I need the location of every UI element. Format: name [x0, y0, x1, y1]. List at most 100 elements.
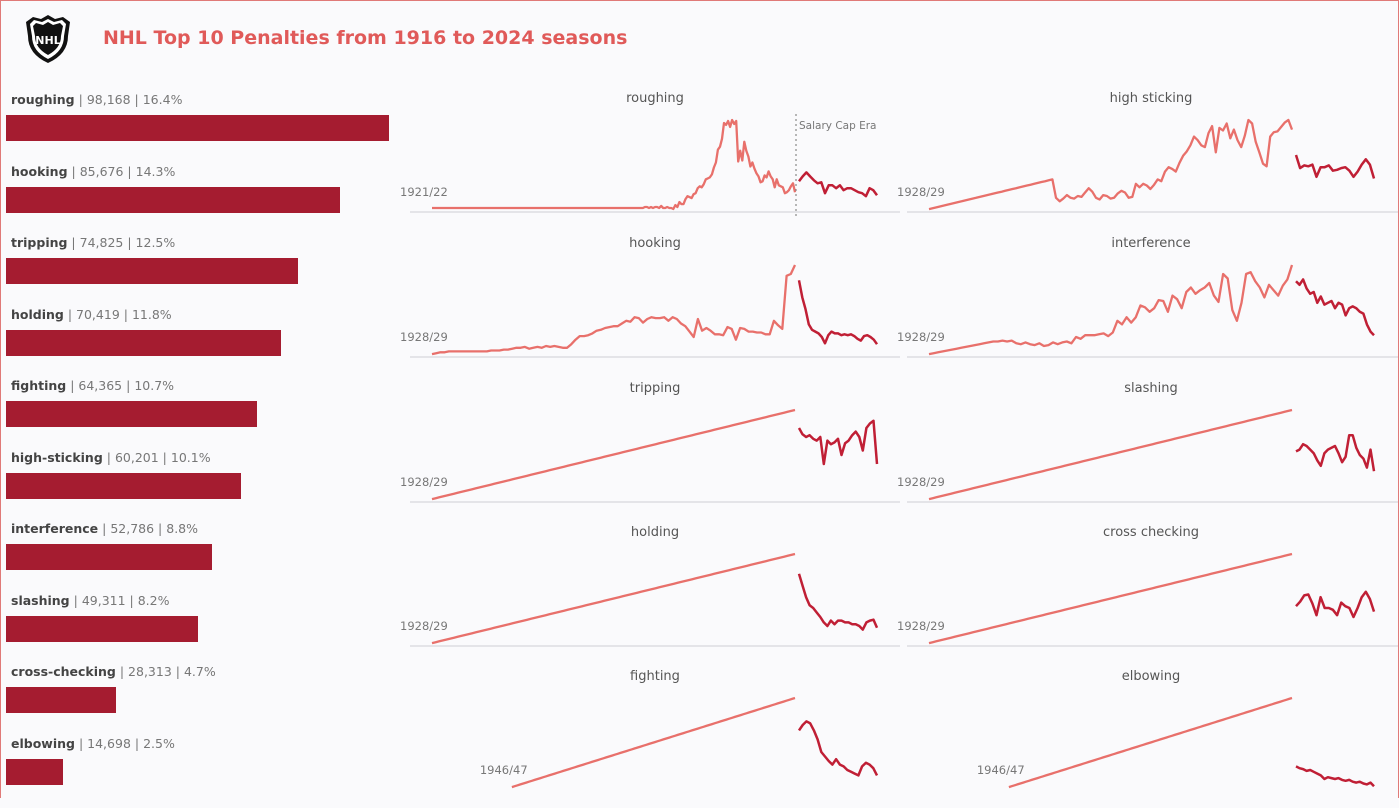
bar-row: interference | 52,786 | 8.8%	[0, 521, 400, 593]
bar-label: interference | 52,786 | 8.8%	[11, 521, 198, 536]
bar-category-label: slashing	[11, 592, 70, 608]
bar-label: cross-checking | 28,313 | 4.7%	[11, 664, 216, 679]
bar-value-label: 28,313	[128, 664, 172, 679]
bar-percent-separator: |	[171, 664, 184, 679]
bar-row: high-sticking | 60,201 | 10.1%	[0, 450, 400, 522]
pre-cap-series-line	[928, 552, 1293, 645]
salary-cap-series-line	[797, 419, 879, 466]
bar-row: slashing | 49,311 | 8.2%	[0, 593, 400, 665]
pre-cap-series-line	[511, 696, 796, 789]
salary-cap-annotation: Salary Cap Era	[799, 120, 876, 132]
bar-value-separator: |	[63, 306, 77, 322]
bar-percent-label: 10.7%	[134, 378, 175, 393]
bar-value-label: 60,201	[114, 449, 159, 465]
nhl-shield-logo: NHL	[26, 15, 70, 63]
bar-percent-separator: |	[130, 735, 144, 751]
panel-title: tripping	[630, 381, 681, 396]
bar-label: holding | 70,419 | 11.8%	[11, 307, 172, 322]
bar	[6, 115, 389, 141]
bar-category-label: fighting	[11, 378, 67, 393]
bar-percent-label: 2.5%	[143, 735, 175, 751]
panel-title: high sticking	[1110, 91, 1193, 106]
bar-value-separator: |	[98, 521, 111, 536]
panel-title: elbowing	[1122, 669, 1181, 684]
bar	[6, 544, 212, 570]
panel-start-label: 1928/29	[897, 330, 945, 344]
bar	[6, 687, 117, 713]
pre-cap-series-line	[928, 264, 1294, 356]
panel-title: holding	[631, 525, 679, 540]
bar-percent-label: 14.3%	[135, 163, 176, 179]
bar-percent-separator: |	[158, 449, 171, 465]
bar-category-label: interference	[11, 521, 99, 536]
bar-row: cross-checking | 28,313 | 4.7%	[0, 664, 400, 736]
bar	[6, 258, 298, 284]
bar-category-label: tripping	[11, 235, 68, 250]
panel-start-label: 1928/29	[400, 619, 448, 633]
bar-percent-label: 16.4%	[142, 92, 183, 107]
bar-value-separator: |	[69, 592, 82, 608]
bar-value-separator: |	[67, 163, 80, 179]
panel-title: interference	[1111, 236, 1190, 251]
pre-cap-series-line	[431, 264, 797, 356]
bar-value-separator: |	[66, 378, 79, 393]
bar-row: tripping | 74,825 | 12.5%	[0, 235, 400, 307]
bar-percent-label: 4.7%	[183, 664, 216, 679]
panel-title: hooking	[629, 236, 681, 251]
bar-label: high-sticking | 60,201 | 10.1%	[11, 450, 211, 465]
pre-cap-series-line	[928, 118, 1294, 211]
salary-cap-series-line	[797, 280, 879, 345]
bar-percent-label: 8.8%	[166, 521, 199, 536]
salary-cap-series-line	[1295, 765, 1375, 788]
panel-start-label: 1928/29	[897, 619, 945, 633]
bar-percent-label: 11.8%	[131, 306, 172, 322]
panel-title: fighting	[630, 669, 680, 684]
bar-percent-separator: |	[119, 306, 132, 322]
pre-cap-series-line	[928, 408, 1293, 501]
bar-label: slashing | 49,311 | 8.2%	[11, 593, 170, 608]
bar-value-label: 14,698	[87, 735, 131, 751]
bar	[6, 401, 258, 427]
bar-percent-separator: |	[123, 235, 136, 250]
salary-cap-series-line	[1295, 278, 1375, 337]
bar-row: holding | 70,419 | 11.8%	[0, 307, 400, 379]
bar-value-separator: |	[67, 235, 80, 250]
bar	[6, 186, 341, 213]
bar-percent-label: 12.5%	[135, 235, 176, 250]
bar-category-label: high-sticking	[11, 449, 103, 465]
panel-start-label: 1928/29	[897, 185, 945, 199]
bar-value-label: 49,311	[81, 592, 126, 608]
pre-cap-series-line	[432, 118, 797, 211]
salary-cap-series-line	[797, 573, 879, 631]
bar-category-label: roughing	[11, 92, 75, 107]
pre-cap-series-line	[431, 552, 796, 645]
bar-value-label: 64,365	[78, 378, 123, 393]
panel-start-label: 1928/29	[400, 475, 448, 489]
bar-category-label: holding	[11, 306, 64, 322]
bar-percent-separator: |	[122, 378, 135, 393]
salary-cap-series-line	[1294, 154, 1376, 179]
bar-row: fighting | 64,365 | 10.7%	[0, 378, 400, 450]
panel-start-label: 1928/29	[897, 475, 945, 489]
bar-percent-label: 8.2%	[137, 592, 170, 608]
bar-category-label: hooking	[11, 163, 68, 179]
salary-cap-series-line	[1295, 590, 1376, 619]
pre-cap-series-line	[1008, 696, 1293, 789]
bar-label: roughing | 98,168 | 16.4%	[11, 92, 182, 107]
bar	[6, 472, 241, 499]
panel-start-label: 1928/29	[400, 330, 448, 344]
panel-title: roughing	[626, 91, 684, 106]
bar-category-label: elbowing	[11, 735, 75, 751]
bar-label: fighting | 64,365 | 10.7%	[11, 378, 174, 393]
bar	[6, 329, 281, 356]
bar-value-separator: |	[102, 449, 115, 465]
bar-percent-separator: |	[130, 92, 143, 107]
bar-percent-separator: |	[123, 163, 136, 179]
pre-cap-series-line	[431, 408, 796, 501]
panel-start-label: 1921/22	[400, 185, 448, 199]
bar-label: hooking | 85,676 | 14.3%	[11, 164, 175, 179]
bar-value-separator: |	[115, 664, 129, 679]
bar-value-label: 70,419	[76, 306, 120, 322]
bar-row: elbowing | 14,698 | 2.5%	[0, 736, 400, 808]
